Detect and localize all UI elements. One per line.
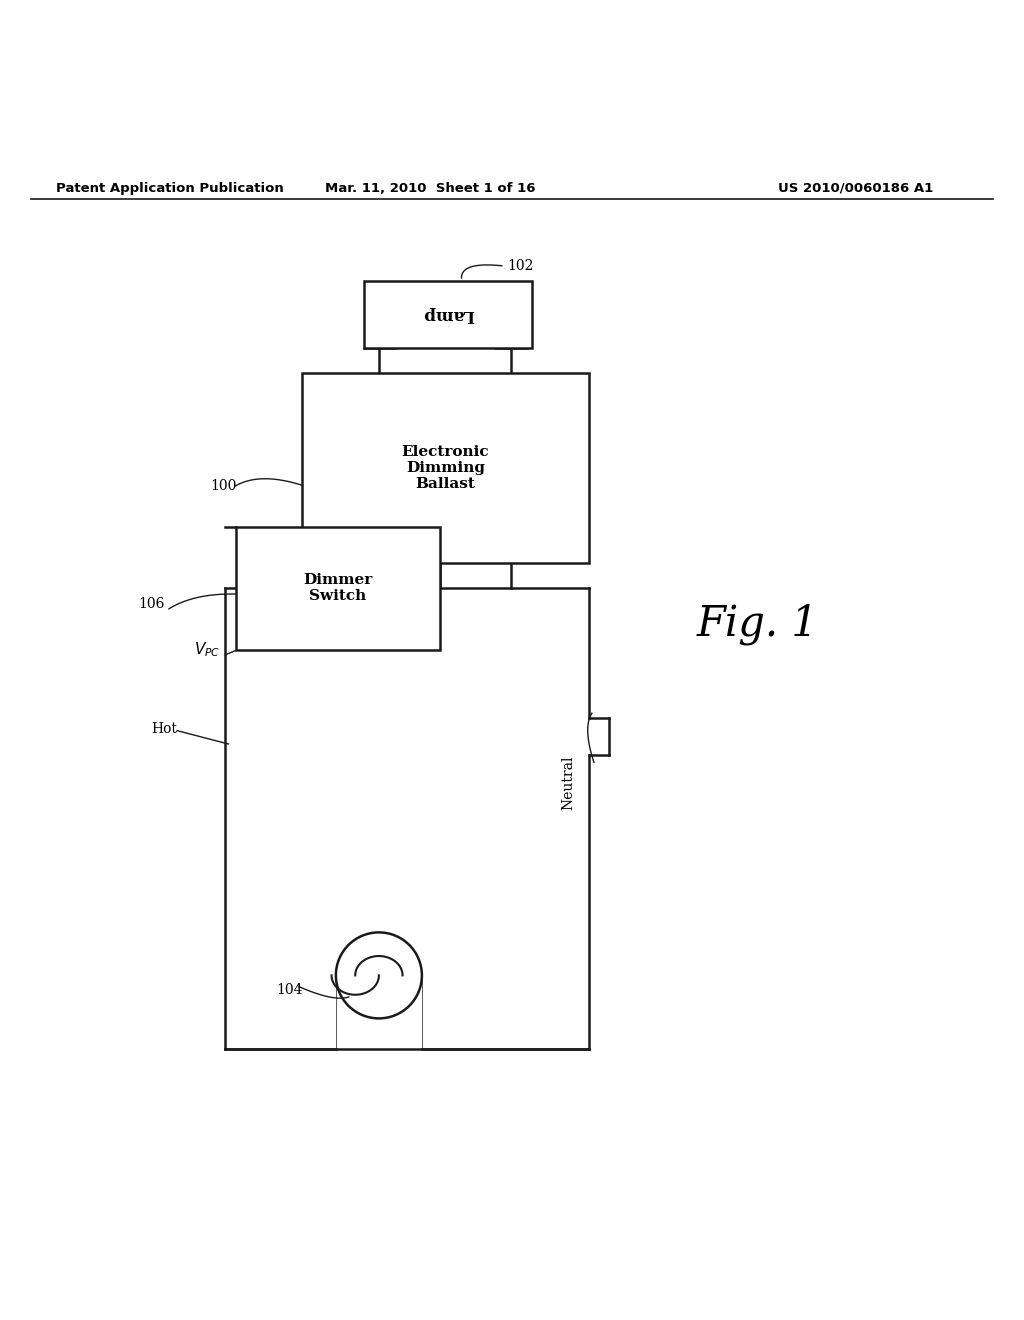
Text: Patent Application Publication: Patent Application Publication [56, 182, 284, 195]
Text: $V_{PC}$: $V_{PC}$ [194, 640, 220, 659]
Text: Mar. 11, 2010  Sheet 1 of 16: Mar. 11, 2010 Sheet 1 of 16 [325, 182, 536, 195]
Text: Hot: Hot [152, 722, 177, 735]
Text: 100: 100 [210, 479, 237, 492]
Text: Fig. 1: Fig. 1 [696, 603, 819, 645]
Text: Electronic
Dimming
Ballast: Electronic Dimming Ballast [401, 445, 489, 491]
Bar [302, 374, 589, 562]
Text: Neutral: Neutral [561, 755, 575, 810]
Text: 106: 106 [138, 597, 165, 611]
Bar [364, 281, 532, 347]
Text: 102: 102 [507, 259, 534, 273]
Text: Dimmer
Switch: Dimmer Switch [303, 573, 373, 603]
Text: 104: 104 [276, 982, 303, 997]
Text: US 2010/0060186 A1: US 2010/0060186 A1 [778, 182, 934, 195]
Bar [236, 527, 440, 649]
Text: Lamp: Lamp [422, 306, 474, 323]
